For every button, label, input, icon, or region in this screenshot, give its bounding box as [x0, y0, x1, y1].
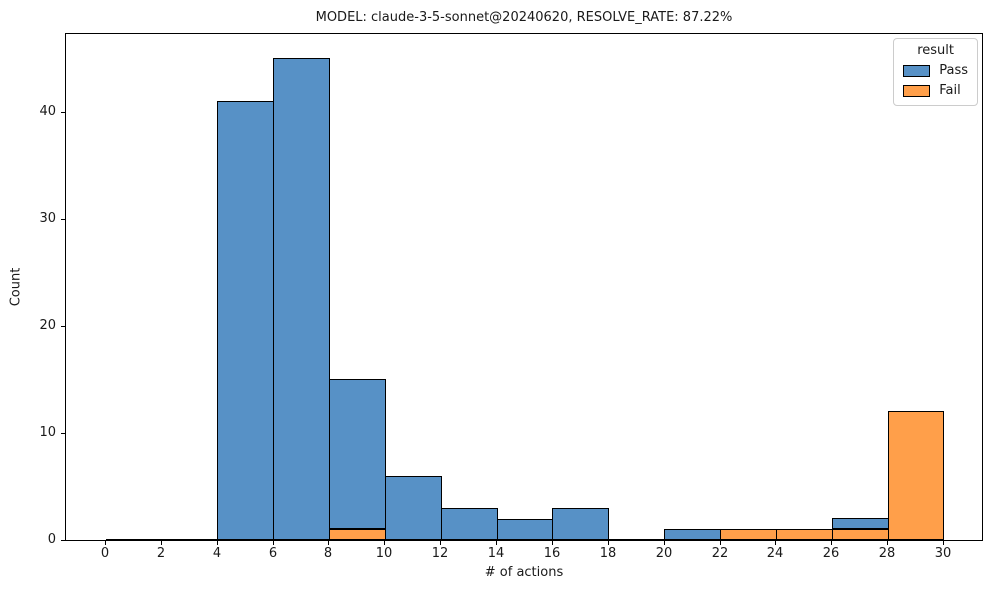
- x-tick-label-24: 24: [766, 546, 784, 561]
- zero-bin-18-20: [608, 539, 665, 540]
- x-tick-label-22: 22: [711, 546, 729, 561]
- x-tick-label-30: 30: [934, 546, 952, 561]
- y-tick-10: [61, 433, 65, 434]
- x-tick-label-0: 0: [100, 546, 110, 561]
- bar-pass-bin-10-12: [385, 476, 442, 540]
- x-tick-label-10: 10: [375, 546, 393, 561]
- x-tick-26: [831, 541, 832, 545]
- y-tick-20: [61, 326, 65, 327]
- bar-pass-bin-12-14: [441, 508, 498, 540]
- x-tick-label-28: 28: [878, 546, 896, 561]
- y-tick-label-40: 40: [39, 104, 56, 119]
- legend-patch-pass: [903, 64, 931, 77]
- zero-bin-2-4: [161, 539, 218, 540]
- legend-entry-fail: Fail: [903, 83, 968, 98]
- bar-fail-bin-8-10: [329, 529, 386, 540]
- x-tick-30: [943, 541, 944, 545]
- bar-fail-bin-22-24: [720, 529, 777, 540]
- y-tick-30: [61, 219, 65, 220]
- bar-pass-bin-4-6: [217, 101, 274, 540]
- y-tick-0: [61, 540, 65, 541]
- legend-patch-fail: [903, 84, 931, 97]
- legend-entry-pass: Pass: [903, 63, 968, 78]
- bar-pass-bin-14-16: [497, 519, 553, 540]
- x-tick-label-8: 8: [323, 546, 333, 561]
- y-tick-label-0: 0: [47, 532, 56, 547]
- x-tick-18: [608, 541, 609, 545]
- x-tick-20: [664, 541, 665, 545]
- zero-bin-0-2: [106, 539, 162, 540]
- x-tick-4: [217, 541, 218, 545]
- bar-pass-bin-8-10: [329, 379, 386, 529]
- y-tick-label-10: 10: [39, 425, 56, 440]
- x-tick-10: [384, 541, 385, 545]
- bar-pass-bin-20-22: [664, 529, 721, 540]
- bar-pass-bin-16-18: [552, 508, 609, 540]
- x-tick-label-4: 4: [212, 546, 222, 561]
- legend: result Pass Fail: [893, 38, 978, 106]
- x-tick-2: [161, 541, 162, 545]
- y-tick-label-30: 30: [39, 211, 56, 226]
- x-tick-8: [328, 541, 329, 545]
- x-tick-label-16: 16: [543, 546, 561, 561]
- x-tick-14: [496, 541, 497, 545]
- bar-fail-bin-26-28: [832, 529, 889, 540]
- legend-entries: Pass Fail: [903, 63, 968, 98]
- legend-label-pass: Pass: [939, 63, 968, 78]
- x-axis-label: # of actions: [484, 565, 564, 580]
- bar-pass-bin-26-28: [832, 518, 889, 529]
- bars-layer: [66, 34, 982, 540]
- x-tick-16: [552, 541, 553, 545]
- bar-fail-bin-24-26: [776, 529, 833, 540]
- bar-pass-bin-6-8: [273, 58, 330, 540]
- x-tick-label-6: 6: [268, 546, 278, 561]
- y-axis-label: Count: [8, 267, 24, 307]
- x-tick-label-18: 18: [599, 546, 617, 561]
- y-tick-40: [61, 112, 65, 113]
- bar-fail-bin-28-30: [888, 411, 944, 540]
- x-tick-label-14: 14: [487, 546, 505, 561]
- x-tick-label-26: 26: [822, 546, 840, 561]
- chart-title: MODEL: claude-3-5-sonnet@20240620, RESOL…: [315, 10, 733, 25]
- x-tick-22: [720, 541, 721, 545]
- x-tick-0: [105, 541, 106, 545]
- legend-label-fail: Fail: [939, 83, 961, 98]
- x-tick-24: [775, 541, 776, 545]
- x-tick-label-2: 2: [156, 546, 166, 561]
- legend-title: result: [917, 43, 954, 58]
- y-tick-label-20: 20: [39, 318, 56, 333]
- x-tick-label-12: 12: [431, 546, 449, 561]
- x-tick-28: [887, 541, 888, 545]
- x-tick-6: [273, 541, 274, 545]
- x-tick-12: [440, 541, 441, 545]
- plot-area: result Pass Fail: [65, 33, 983, 541]
- x-tick-label-20: 20: [655, 546, 673, 561]
